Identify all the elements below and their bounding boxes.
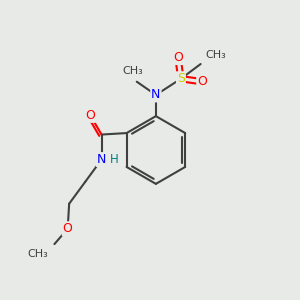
Text: S: S: [177, 72, 185, 85]
Text: CH₃: CH₃: [122, 66, 143, 76]
Text: N: N: [97, 153, 106, 166]
Text: O: O: [85, 109, 95, 122]
Text: O: O: [63, 222, 73, 235]
Text: CH₃: CH₃: [28, 249, 49, 260]
Text: N: N: [151, 88, 160, 101]
Text: CH₃: CH₃: [205, 50, 226, 60]
Text: O: O: [173, 51, 183, 64]
Text: H: H: [110, 153, 118, 166]
Text: O: O: [197, 75, 207, 88]
